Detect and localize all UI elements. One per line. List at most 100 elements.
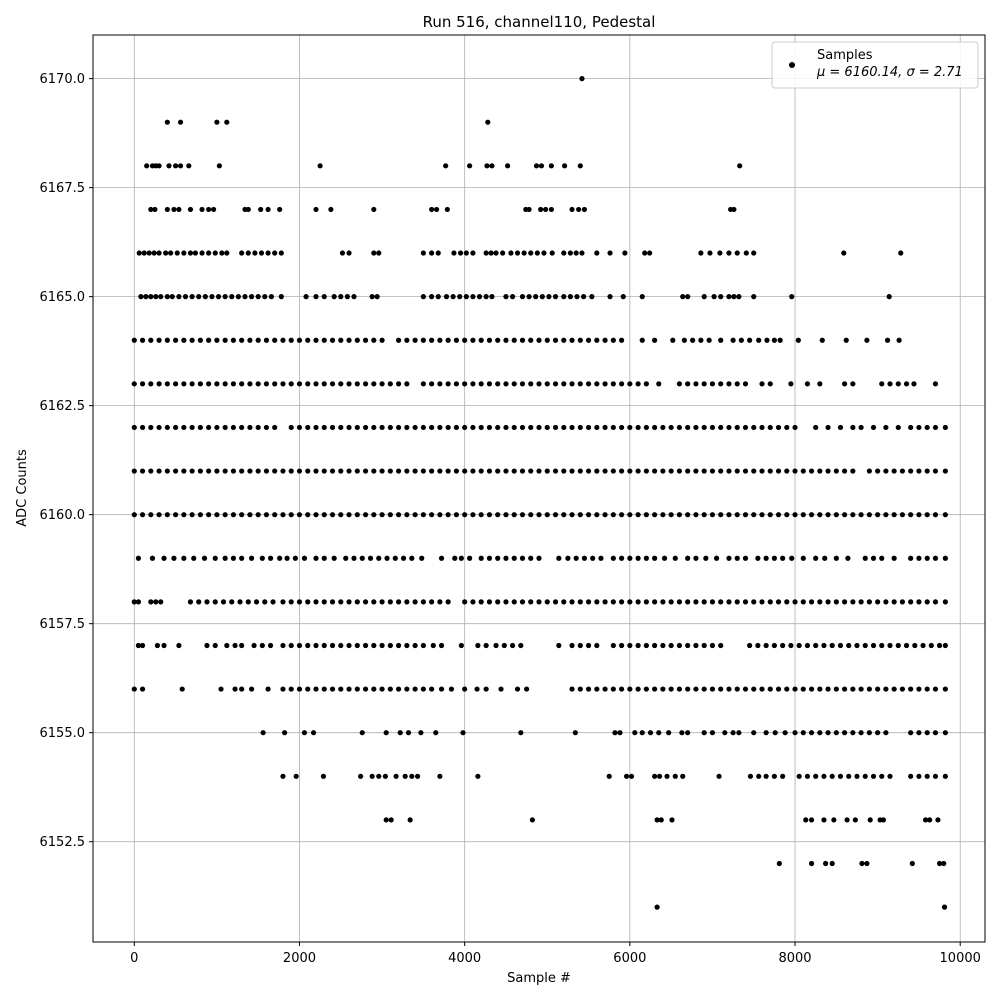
data-point	[782, 730, 788, 736]
data-point	[610, 337, 616, 343]
data-point	[895, 424, 901, 431]
data-point	[313, 424, 319, 431]
data-point	[775, 686, 782, 692]
data-point	[476, 294, 483, 300]
data-point	[763, 642, 769, 649]
data-point	[346, 642, 352, 649]
data-point	[230, 381, 237, 387]
data-point	[239, 555, 245, 561]
data-point	[445, 424, 451, 431]
data-point	[726, 468, 732, 474]
data-point	[362, 686, 369, 692]
data-point	[883, 599, 889, 605]
data-point	[916, 555, 922, 561]
data-point	[763, 773, 769, 779]
data-point	[817, 468, 823, 474]
data-point	[135, 642, 142, 649]
data-point	[883, 468, 889, 474]
data-point	[837, 773, 844, 779]
data-point	[148, 424, 154, 431]
data-point	[594, 686, 600, 692]
data-point	[660, 468, 666, 474]
data-point	[738, 337, 744, 343]
data-point	[652, 512, 658, 518]
data-point	[772, 730, 778, 736]
data-point	[862, 642, 868, 649]
data-point	[371, 512, 377, 518]
data-point	[841, 599, 848, 605]
data-point	[822, 860, 829, 867]
data-point	[652, 337, 658, 343]
data-point	[181, 337, 187, 343]
data-point	[567, 250, 573, 256]
data-point	[652, 555, 658, 561]
data-point	[709, 686, 716, 692]
data-point	[622, 250, 628, 256]
data-point	[511, 381, 517, 387]
data-point	[569, 599, 575, 605]
data-point	[305, 686, 311, 692]
data-point	[643, 512, 649, 518]
data-point	[317, 163, 323, 169]
data-point	[598, 555, 604, 561]
data-point	[534, 250, 540, 256]
data-point	[759, 599, 765, 605]
data-point	[433, 730, 439, 736]
data-point	[660, 424, 666, 431]
data-point	[354, 337, 360, 343]
data-point	[429, 686, 435, 692]
data-point	[693, 424, 699, 431]
data-point	[457, 294, 463, 300]
data-point	[148, 599, 154, 605]
data-point	[536, 555, 542, 561]
data-point	[932, 730, 939, 736]
data-point	[451, 250, 457, 256]
data-point	[255, 337, 261, 343]
data-point	[143, 294, 149, 300]
data-point	[131, 512, 137, 518]
data-point	[392, 555, 398, 561]
data-point	[230, 555, 237, 561]
data-point	[338, 468, 344, 474]
data-point	[672, 555, 678, 561]
data-point	[627, 424, 633, 431]
data-point	[698, 250, 704, 256]
data-point	[131, 424, 137, 431]
data-point	[647, 250, 653, 256]
data-point	[916, 599, 922, 605]
data-point	[718, 642, 724, 649]
data-point	[420, 337, 426, 343]
data-point	[804, 381, 811, 387]
data-point	[462, 424, 468, 431]
data-point	[395, 642, 402, 649]
data-point	[942, 555, 948, 561]
data-point	[777, 337, 783, 343]
data-point	[751, 599, 757, 605]
data-point	[169, 294, 175, 300]
data-point	[909, 860, 915, 867]
data-point	[135, 599, 142, 605]
data-point	[676, 686, 683, 692]
data-point	[908, 555, 914, 561]
data-point	[483, 642, 489, 649]
data-point	[444, 206, 450, 213]
data-point	[817, 730, 823, 736]
data-point	[821, 817, 827, 823]
data-point	[701, 686, 707, 692]
data-point	[681, 337, 687, 343]
data-point	[850, 468, 856, 474]
data-point	[376, 250, 382, 256]
data-point	[764, 337, 770, 343]
data-point	[854, 773, 860, 779]
data-point	[693, 599, 699, 605]
data-point	[247, 381, 253, 387]
data-point	[189, 468, 195, 474]
data-point	[784, 599, 790, 605]
data-point	[808, 512, 815, 518]
data-point	[293, 773, 299, 779]
data-point	[280, 642, 286, 649]
data-point	[618, 424, 625, 431]
data-point	[784, 424, 790, 431]
data-point	[899, 686, 906, 692]
data-point	[501, 642, 507, 649]
